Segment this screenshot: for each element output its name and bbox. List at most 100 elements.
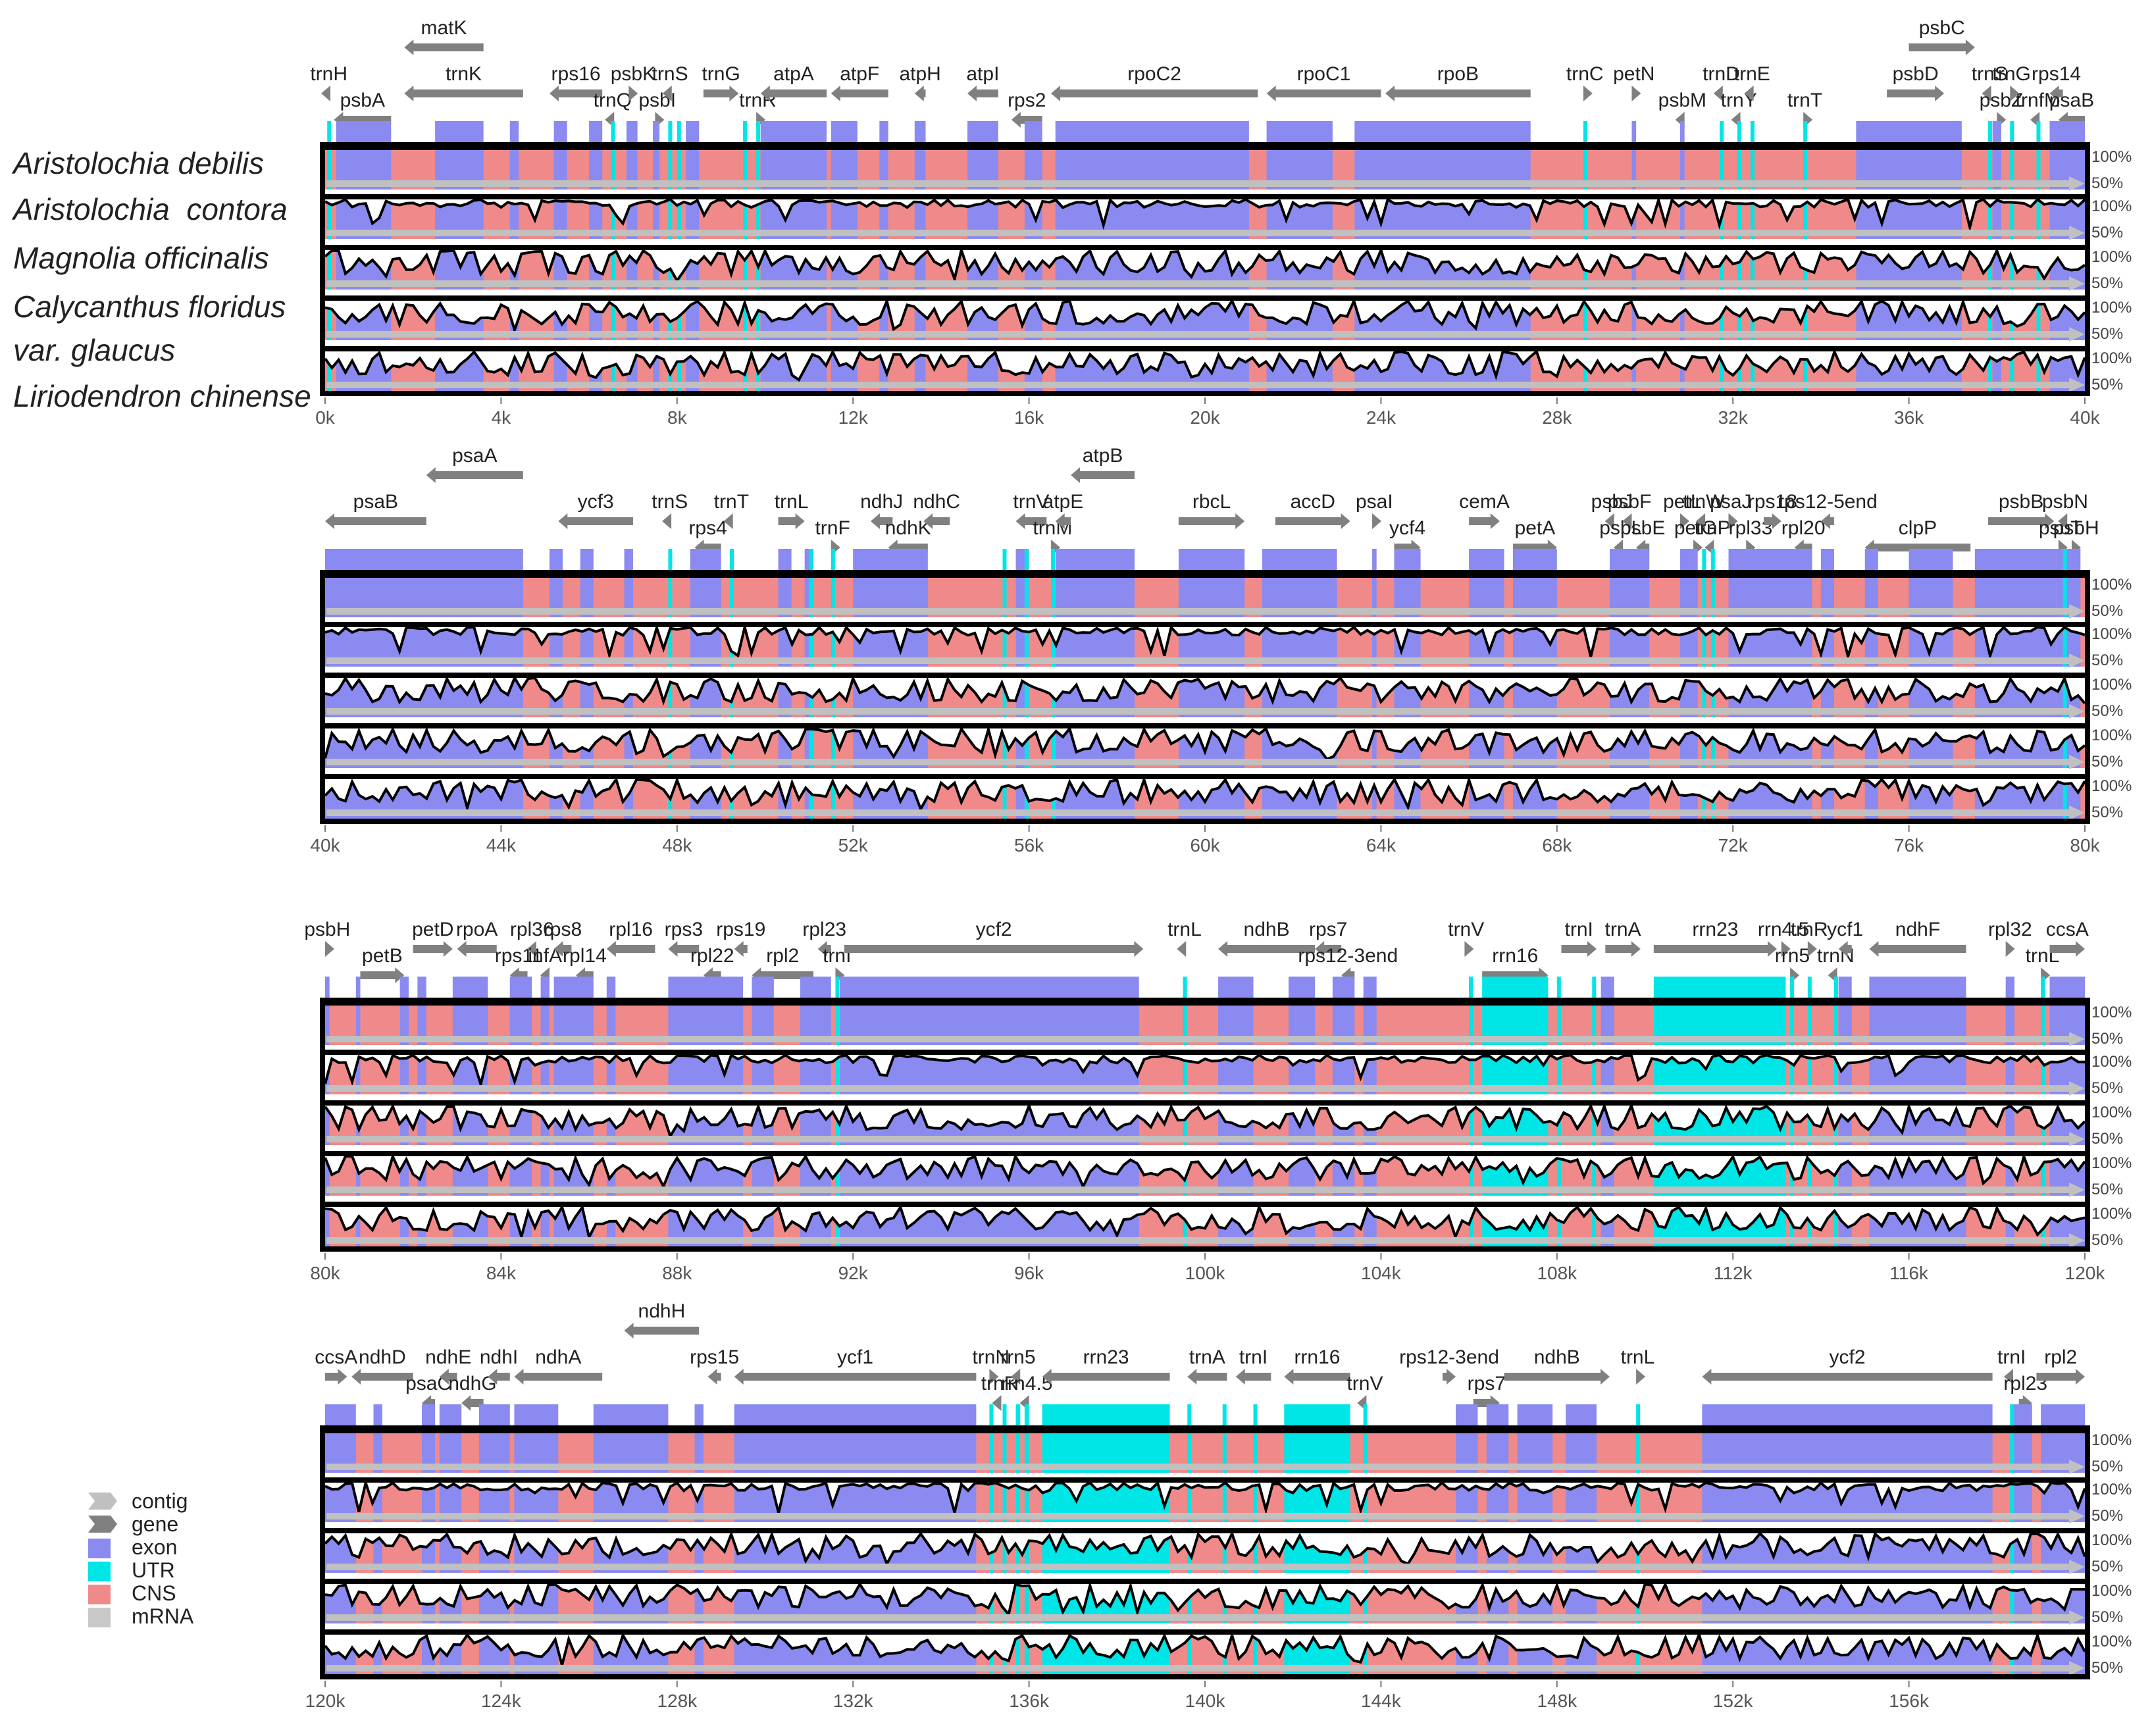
- exon-block: [1354, 121, 1531, 145]
- exon-region: [2005, 1052, 2015, 1094]
- utr-block: [1987, 121, 1992, 145]
- utr-region: [2010, 1431, 2014, 1473]
- exon-region: [1372, 726, 1377, 768]
- exon-block: [509, 977, 532, 1000]
- exon-block: [1728, 549, 1812, 573]
- gene-label-rps15: rps15: [690, 1346, 739, 1368]
- exon-region: [417, 1052, 426, 1094]
- utr-region: [1183, 1003, 1187, 1045]
- utr-region: [1002, 726, 1007, 768]
- exon-block: [1869, 977, 1966, 1000]
- gene-label-trnV: trnV: [1448, 919, 1484, 940]
- utr-region: [1583, 298, 1587, 340]
- gene-label-ycf2: ycf2: [1829, 1346, 1865, 1368]
- utr-region: [2036, 349, 2041, 391]
- gene-label-trnW: trnW: [1683, 491, 1725, 513]
- gene-label-trnP: trnP: [1695, 517, 1731, 539]
- legend-label-cns: CNS: [132, 1581, 176, 1605]
- exon-region: [373, 1431, 382, 1473]
- y-label-100: 100%: [2091, 576, 2132, 594]
- utr-region: [1024, 1531, 1029, 1573]
- gene-arrow-rps7: [1315, 941, 1342, 957]
- utr-region: [2062, 777, 2067, 819]
- utr-block: [611, 121, 615, 145]
- exon-block: [1262, 549, 1337, 573]
- exon-block: [1517, 1404, 1553, 1428]
- y-label-50: 50%: [2091, 1507, 2123, 1525]
- legend: contig gene exon UTR CNS mRNA: [88, 1489, 194, 1628]
- y-label-100: 100%: [2091, 1004, 2132, 1021]
- exon-block: [1394, 549, 1421, 573]
- utr-region: [1720, 247, 1724, 290]
- exon-block: [2041, 1404, 2085, 1428]
- exon-region: [1372, 675, 1377, 717]
- gene-arrow-trnG: [2010, 86, 2020, 101]
- exon-region: [914, 147, 926, 190]
- x-tick-label-72k: 72k: [1718, 835, 1749, 855]
- exon-block: [373, 1404, 382, 1428]
- gene-label-rpoB: rpoB: [1437, 63, 1479, 85]
- identity-track-4: 100% 50%: [324, 1579, 2132, 1626]
- x-tick-label-136k: 136k: [1009, 1691, 1050, 1711]
- utr-region: [1002, 1431, 1007, 1473]
- utr-region: [2010, 1531, 2014, 1573]
- gene-label-ndhA: ndhA: [535, 1346, 581, 1368]
- gene-label-rps18: rps18: [1748, 491, 1797, 513]
- gene-arrow-rpl36: [526, 941, 536, 957]
- utr-region: [668, 625, 673, 667]
- x-tick-label-76k: 76k: [1894, 835, 1924, 855]
- utr-region: [2010, 197, 2014, 239]
- identity-gap: [325, 625, 2085, 657]
- gene-arrow-cemA: [1469, 513, 1500, 529]
- gene-label-psbN: psbN: [2042, 491, 2088, 513]
- utr-region: [1833, 1204, 1838, 1246]
- gene-label-rps4: rps4: [688, 517, 727, 539]
- legend-swatch-gene: [88, 1516, 117, 1533]
- utr-region: [327, 147, 332, 190]
- gene-arrow-rps14: [2049, 86, 2063, 101]
- utr-block: [1253, 1404, 1258, 1428]
- gene-label-rbcL: rbcL: [1192, 491, 1231, 513]
- exon-region: [1631, 147, 1637, 190]
- utr-region: [1024, 1431, 1029, 1473]
- x-tick-label-56k: 56k: [1014, 835, 1044, 855]
- exon-region: [2005, 1003, 2015, 1045]
- utr-block: [1187, 1404, 1192, 1428]
- panel-frame: [320, 142, 2090, 396]
- gene-arrow-rrn16: [1284, 1369, 1350, 1385]
- exon-region: [694, 1431, 704, 1473]
- utr-region: [1750, 147, 1755, 190]
- contig-bar: [326, 331, 2070, 338]
- utr-block: [1737, 121, 1741, 145]
- exon-region: [626, 147, 638, 190]
- exon-region: [1601, 1003, 1614, 1045]
- exon-region: [686, 197, 700, 239]
- utr-region: [327, 349, 332, 391]
- utr-block: [2062, 549, 2067, 573]
- identity-line: [324, 195, 2086, 233]
- gene-arrow-psbC: [1909, 39, 1975, 55]
- exon-region: [624, 625, 633, 667]
- gene-label-psbC: psbC: [1919, 17, 1965, 39]
- utr-region: [1024, 1480, 1029, 1522]
- exon-block: [325, 549, 523, 573]
- utr-region: [2036, 147, 2041, 190]
- gene-arrow-rpl2: [2036, 1369, 2085, 1385]
- contig-arrowhead: [2069, 1509, 2085, 1523]
- gene-arrow-trnI: [2004, 1369, 2014, 1385]
- panel-frame: [320, 1425, 2090, 1679]
- exon-region: [914, 349, 926, 391]
- utr-region: [677, 147, 681, 190]
- gene-label-psbB: psbB: [1999, 491, 2043, 513]
- gene-label-rps3: rps3: [665, 919, 703, 940]
- x-tick-label-116k: 116k: [1889, 1263, 1929, 1283]
- gene-arrow-psbJ: [1604, 513, 1614, 529]
- utr-region: [1015, 1531, 1021, 1573]
- exon-block: [514, 1404, 559, 1428]
- utr-block: [1024, 549, 1029, 573]
- utr-region: [1002, 625, 1007, 667]
- contig-arrowhead: [2069, 604, 2085, 619]
- exon-region: [624, 575, 633, 617]
- gene-label-atpB: atpB: [1083, 445, 1123, 467]
- utr-region: [1833, 1003, 1838, 1045]
